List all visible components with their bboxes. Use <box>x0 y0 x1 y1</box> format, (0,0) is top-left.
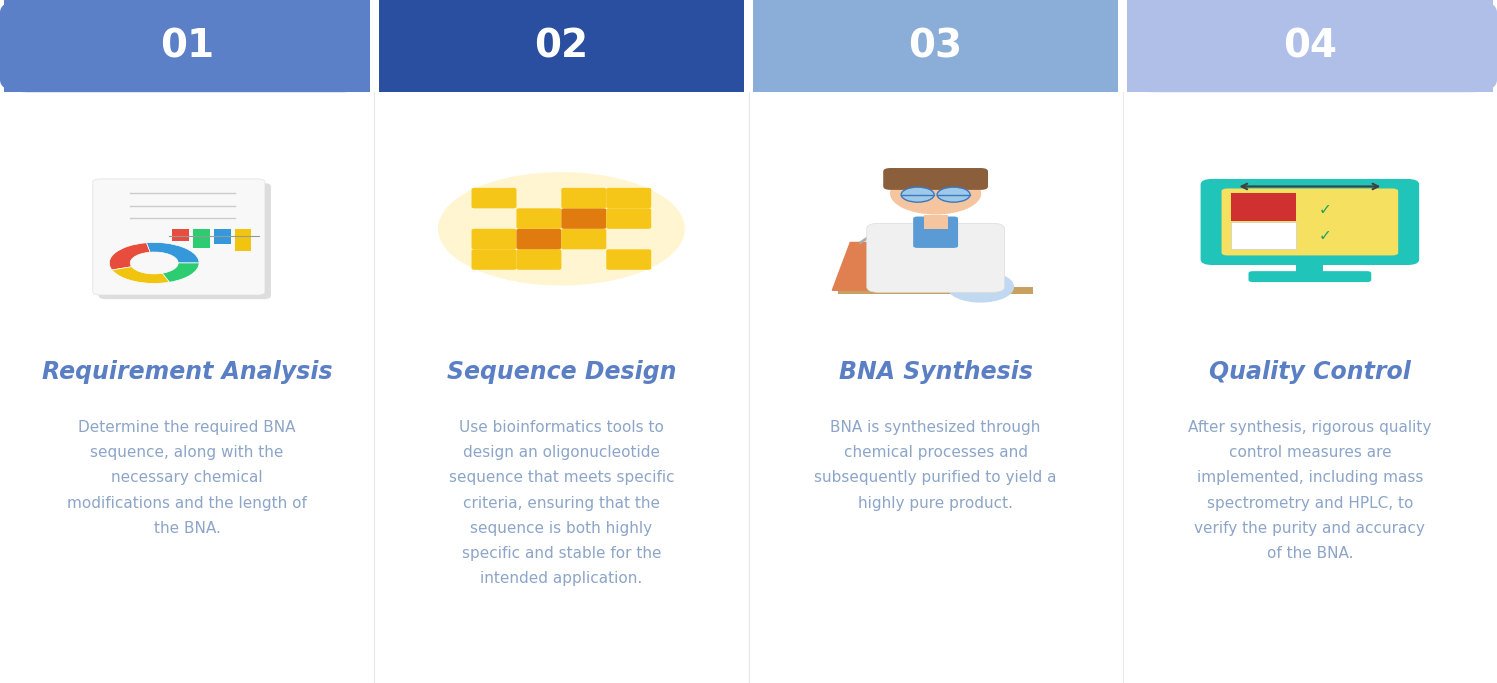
FancyBboxPatch shape <box>838 287 1033 294</box>
FancyBboxPatch shape <box>883 168 988 190</box>
Text: Requirement Analysis: Requirement Analysis <box>42 360 332 385</box>
FancyBboxPatch shape <box>561 188 606 208</box>
FancyBboxPatch shape <box>93 179 265 295</box>
Text: 04: 04 <box>1283 27 1337 65</box>
Circle shape <box>948 272 1013 302</box>
FancyBboxPatch shape <box>924 215 948 229</box>
Wedge shape <box>147 242 199 263</box>
FancyBboxPatch shape <box>172 229 189 241</box>
Wedge shape <box>112 266 169 283</box>
FancyBboxPatch shape <box>1248 271 1371 282</box>
FancyBboxPatch shape <box>1296 257 1323 275</box>
Text: 03: 03 <box>909 27 963 65</box>
FancyBboxPatch shape <box>214 229 231 244</box>
Text: After synthesis, rigorous quality
control measures are
implemented, including ma: After synthesis, rigorous quality contro… <box>1189 420 1431 561</box>
FancyBboxPatch shape <box>4 0 370 92</box>
FancyBboxPatch shape <box>1231 222 1296 249</box>
Text: Quality Control: Quality Control <box>1210 360 1410 385</box>
FancyBboxPatch shape <box>1222 189 1398 255</box>
FancyBboxPatch shape <box>472 188 516 208</box>
FancyBboxPatch shape <box>606 249 651 270</box>
Text: BNA Synthesis: BNA Synthesis <box>838 360 1033 385</box>
FancyBboxPatch shape <box>913 217 958 248</box>
Text: 02: 02 <box>534 27 588 65</box>
FancyBboxPatch shape <box>99 183 271 299</box>
FancyBboxPatch shape <box>1127 0 1493 92</box>
Circle shape <box>439 173 684 285</box>
FancyBboxPatch shape <box>516 229 561 249</box>
FancyBboxPatch shape <box>472 229 516 249</box>
FancyBboxPatch shape <box>235 229 251 251</box>
Circle shape <box>901 187 934 202</box>
FancyBboxPatch shape <box>1231 193 1296 221</box>
Circle shape <box>937 187 970 202</box>
FancyBboxPatch shape <box>606 208 651 229</box>
Wedge shape <box>162 263 199 282</box>
Text: Sequence Design: Sequence Design <box>446 360 677 385</box>
Polygon shape <box>832 242 904 290</box>
FancyBboxPatch shape <box>561 208 606 229</box>
Circle shape <box>891 173 981 214</box>
FancyBboxPatch shape <box>1127 0 1497 92</box>
FancyBboxPatch shape <box>193 229 210 248</box>
Text: ✓: ✓ <box>1319 202 1331 217</box>
Wedge shape <box>109 242 150 270</box>
Text: ✓: ✓ <box>1319 228 1331 243</box>
FancyBboxPatch shape <box>606 188 651 208</box>
FancyBboxPatch shape <box>867 223 1004 292</box>
Text: BNA is synthesized through
chemical processes and
subsequently purified to yield: BNA is synthesized through chemical proc… <box>814 420 1057 511</box>
FancyBboxPatch shape <box>0 0 370 92</box>
FancyBboxPatch shape <box>516 208 561 229</box>
FancyBboxPatch shape <box>516 249 561 270</box>
FancyBboxPatch shape <box>1201 179 1419 265</box>
FancyBboxPatch shape <box>379 0 744 92</box>
Text: 01: 01 <box>160 27 214 65</box>
Text: Determine the required BNA
sequence, along with the
necessary chemical
modificat: Determine the required BNA sequence, alo… <box>67 420 307 536</box>
FancyBboxPatch shape <box>561 229 606 249</box>
FancyBboxPatch shape <box>472 249 516 270</box>
FancyBboxPatch shape <box>753 0 1118 92</box>
Text: Use bioinformatics tools to
design an oligonucleotide
sequence that meets specif: Use bioinformatics tools to design an ol… <box>449 420 674 586</box>
